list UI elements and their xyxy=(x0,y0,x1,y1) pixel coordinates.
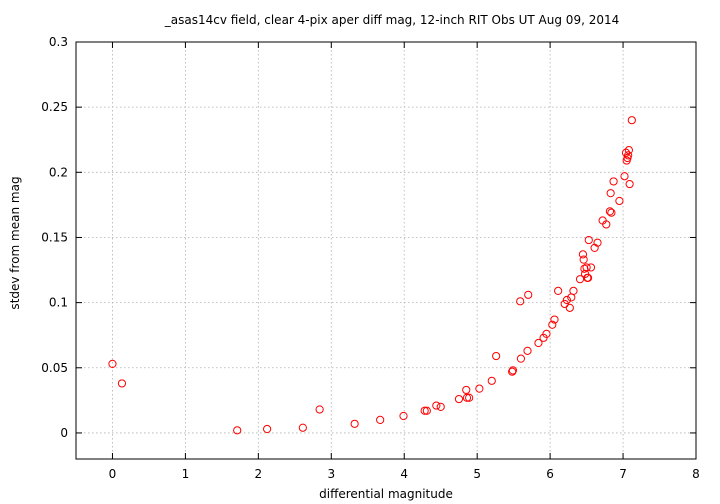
x-tick-label: 6 xyxy=(546,467,554,481)
data-point xyxy=(606,189,615,198)
data-point xyxy=(462,385,471,395)
x-tick-label: 1 xyxy=(182,467,190,481)
y-tick-label: 0.05 xyxy=(41,361,68,375)
data-point xyxy=(609,177,618,186)
x-tick-label: 5 xyxy=(473,467,481,481)
y-tick-label: 0.2 xyxy=(49,165,68,179)
y-tick-label: 0.3 xyxy=(49,35,68,49)
data-point xyxy=(436,402,445,411)
data-point xyxy=(569,286,578,295)
data-points xyxy=(108,116,636,435)
data-point xyxy=(583,273,593,282)
data-point xyxy=(579,255,588,264)
data-point xyxy=(475,384,484,393)
data-point xyxy=(350,419,359,428)
data-point xyxy=(550,315,559,324)
data-point xyxy=(548,320,557,329)
data-point xyxy=(534,338,543,348)
data-point xyxy=(465,393,474,402)
data-point xyxy=(263,424,272,434)
data-point xyxy=(516,354,526,363)
data-point xyxy=(593,238,602,247)
y-tick-label: 0.15 xyxy=(41,230,68,244)
data-point xyxy=(582,263,591,272)
data-point xyxy=(508,367,517,376)
x-tick-label: 0 xyxy=(109,467,117,481)
data-point xyxy=(422,406,431,415)
data-point xyxy=(560,299,569,309)
plot-frame xyxy=(75,41,697,460)
data-point xyxy=(492,351,501,361)
data-point xyxy=(602,220,611,229)
x-tick-label: 7 xyxy=(619,467,627,481)
y-tick-label: 0 xyxy=(60,426,68,440)
data-point xyxy=(516,297,525,306)
data-point xyxy=(376,415,385,425)
data-point xyxy=(462,393,472,402)
data-point xyxy=(420,406,429,415)
data-point xyxy=(584,235,593,245)
axis-ticks: 0 1 2 3 4 5 6 7 8 0 0.05 0.1 0.15 0.2 0.25 0.3 xyxy=(41,35,700,481)
y-tick-label: 0.1 xyxy=(49,296,68,310)
data-point xyxy=(607,208,616,217)
x-tick-label: 8 xyxy=(692,467,700,481)
data-point xyxy=(399,411,408,421)
data-point xyxy=(108,359,117,368)
y-axis-label: stdev from mean mag xyxy=(8,176,22,309)
data-point xyxy=(523,346,532,355)
data-point xyxy=(315,405,324,414)
data-point xyxy=(627,116,636,125)
data-point xyxy=(621,148,631,157)
data-point xyxy=(624,146,633,155)
data-point xyxy=(605,207,615,216)
data-point xyxy=(586,263,596,272)
data-point xyxy=(578,250,588,259)
data-point xyxy=(620,172,629,181)
x-axis-label: differential magnitude xyxy=(319,487,453,501)
data-point xyxy=(487,376,496,385)
x-tick-label: 3 xyxy=(327,467,335,481)
data-point xyxy=(542,329,551,338)
y-tick-label: 0.25 xyxy=(41,100,68,114)
data-point xyxy=(625,179,634,189)
data-point xyxy=(565,303,574,312)
data-point xyxy=(117,379,127,388)
data-point xyxy=(298,423,307,432)
data-point xyxy=(562,295,571,305)
chart-title: _asas14cv field, clear 4-pix aper diff m… xyxy=(164,13,620,27)
data-point xyxy=(233,426,242,435)
x-tick-label: 2 xyxy=(255,467,263,481)
data-point xyxy=(615,196,624,206)
x-tick-label: 4 xyxy=(400,467,408,481)
data-point xyxy=(432,401,441,410)
data-point xyxy=(624,151,633,160)
data-point xyxy=(554,286,563,295)
data-point xyxy=(508,366,518,375)
grid-lines xyxy=(76,42,696,459)
data-point xyxy=(524,290,533,299)
data-point xyxy=(454,394,464,404)
